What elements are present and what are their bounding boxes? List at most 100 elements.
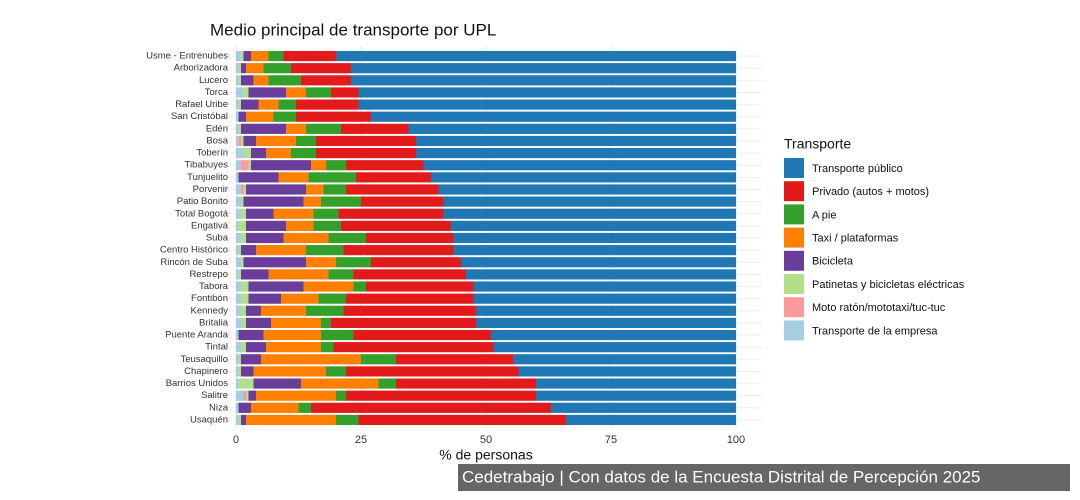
bar-segment — [241, 342, 246, 353]
bar-segment — [241, 232, 246, 244]
bar-segment — [336, 390, 346, 401]
bar-segment — [346, 390, 536, 401]
y-tick-label: Niza — [209, 402, 229, 413]
bar-segment — [241, 99, 259, 110]
bar-segment — [551, 402, 736, 413]
legend-label: Taxi / plataformas — [812, 233, 899, 245]
bar-segment — [286, 123, 306, 134]
bar-segment — [331, 317, 476, 328]
y-tick-label: Salitre — [201, 390, 228, 401]
bar-segment — [236, 378, 239, 389]
bar-segment — [341, 220, 451, 231]
bar-segment — [243, 135, 256, 147]
y-tick-label: Patio Bonito — [177, 196, 228, 207]
bar-segment — [238, 402, 251, 413]
bar-segment — [236, 342, 241, 353]
y-tick-label: Barrios Unidos — [166, 378, 229, 389]
bar-segment — [296, 135, 316, 147]
bar-segment — [236, 317, 241, 328]
bar-segment — [238, 135, 241, 147]
bar-segment — [246, 184, 306, 195]
y-tick-label: Tintal — [205, 342, 228, 353]
legend-swatch — [784, 227, 804, 248]
y-tick-label: Chapinero — [184, 366, 228, 377]
bar-segment — [236, 232, 241, 244]
y-tick-label: Usme - Entrenubes — [146, 51, 228, 62]
bar-segment — [358, 414, 566, 426]
bar-segment — [283, 50, 336, 62]
bar-segment — [256, 390, 336, 401]
legend-title: Transporte — [784, 136, 851, 152]
bar-segment — [261, 354, 361, 365]
bar-segment — [241, 245, 256, 256]
bar-segment — [246, 305, 261, 316]
bar-segment — [236, 123, 239, 134]
bar-segment — [536, 390, 736, 401]
bar-segment — [321, 317, 331, 328]
bar-segment — [278, 172, 309, 183]
bar-segment — [443, 196, 736, 207]
bar-segment — [243, 148, 251, 159]
bar-segment — [321, 329, 354, 341]
chart-title: Medio principal de transporte por UPL — [210, 20, 496, 39]
bar-segment — [256, 245, 306, 256]
y-tick-label: Tibabuyes — [185, 160, 229, 171]
bar-segment — [236, 390, 244, 401]
bar-segment — [306, 305, 344, 316]
bar-segment — [271, 317, 321, 328]
bar-segment — [453, 232, 736, 244]
bar-segment — [236, 148, 244, 159]
bar-segment — [241, 208, 246, 219]
x-tick-label: 0 — [233, 434, 239, 446]
bar-segment — [396, 378, 536, 389]
bar-segment — [238, 329, 264, 341]
y-tick-label: Fontibón — [191, 293, 228, 304]
bar-segment — [253, 378, 301, 389]
bar-segment — [566, 414, 736, 426]
bar-segment — [438, 184, 736, 195]
y-tick-label: Puente Aranda — [165, 330, 229, 341]
caption: Cedetrabajo | Con datos de la Encuesta D… — [462, 467, 981, 486]
bar-segment — [261, 305, 306, 316]
bar-segment — [236, 402, 239, 413]
bar-segment — [371, 111, 736, 122]
y-tick-label: Arborizadora — [174, 63, 229, 74]
bar-segment — [353, 281, 366, 292]
bar-segment — [268, 75, 301, 86]
bar-segment — [306, 184, 324, 195]
bar-segment — [251, 50, 269, 62]
bar-segment — [326, 160, 346, 171]
bar-segment — [296, 99, 359, 110]
bar-segment — [246, 232, 284, 244]
y-tick-label: Toberín — [196, 148, 228, 159]
bar-segment — [311, 402, 551, 413]
bar-segment — [351, 75, 736, 86]
bar-segment — [241, 75, 254, 86]
bar-segment — [341, 123, 409, 134]
legend-label: Bicicleta — [812, 256, 854, 268]
bar-segment — [241, 269, 269, 280]
bar-segment — [236, 87, 244, 98]
bar-segment — [308, 172, 356, 183]
bar-segment — [513, 354, 736, 365]
bar-segment — [236, 329, 239, 341]
bar-segment — [236, 293, 241, 304]
bar-segment — [306, 257, 336, 268]
bar-segment — [248, 160, 251, 171]
bar-segment — [241, 196, 244, 207]
bar-segment — [323, 184, 346, 195]
bar-segment — [311, 160, 326, 171]
bar-segment — [268, 269, 329, 280]
legend-swatch — [784, 320, 804, 341]
bar-segment — [241, 135, 244, 147]
bar-segment — [328, 232, 366, 244]
bar-segment — [491, 329, 736, 341]
bar-segment — [243, 390, 246, 401]
bar-segment — [236, 75, 239, 86]
y-tick-label: San Cristóbal — [171, 111, 228, 122]
bar-segment — [236, 208, 241, 219]
bar-segment — [246, 208, 274, 219]
bar-segment — [236, 220, 239, 231]
y-tick-label: Torca — [205, 87, 229, 98]
legend-label: Privado (autos + motos) — [812, 186, 929, 198]
